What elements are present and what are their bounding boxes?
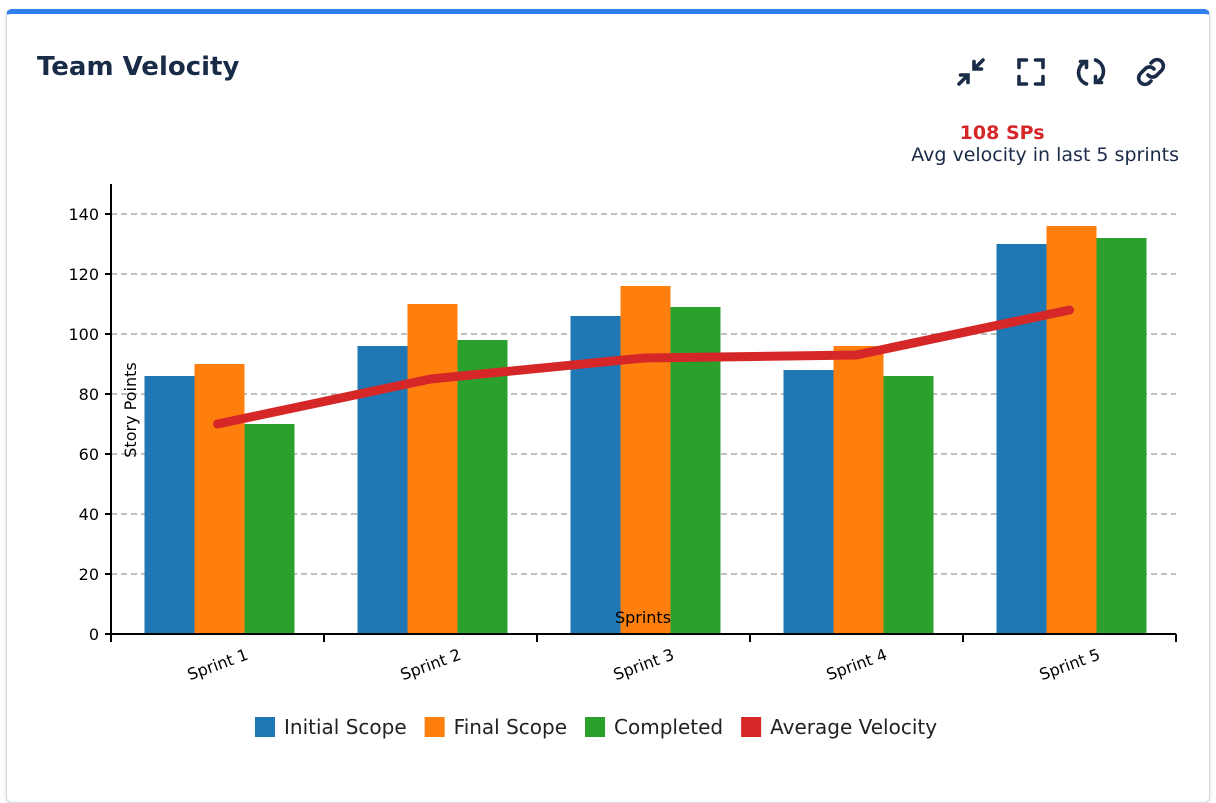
bar-final-scope [194, 364, 245, 634]
x-tick-label: Sprint 1 [185, 645, 251, 684]
y-tick-label: 20 [79, 565, 99, 584]
x-tick-label: Sprint 4 [824, 645, 890, 684]
y-tick-label: 60 [79, 445, 99, 464]
legend-swatch [255, 717, 275, 737]
bar-completed [883, 376, 934, 634]
y-tick-label: 140 [68, 205, 99, 224]
bar-completed [244, 424, 295, 634]
card-title: Team Velocity [37, 52, 240, 82]
legend-swatch [585, 717, 606, 737]
bar-final-scope [407, 304, 458, 634]
legend-label: Average Velocity [770, 715, 937, 739]
legend-swatch [424, 717, 445, 737]
bar-initial-scope [570, 316, 621, 634]
line-average-velocity [213, 305, 1074, 429]
legend-label: Initial Scope [284, 715, 407, 739]
legend-label: Completed [614, 715, 723, 739]
bar-initial-scope [996, 244, 1047, 634]
fullscreen-icon[interactable] [1013, 54, 1049, 90]
x-tick-label: Sprint 2 [398, 645, 464, 684]
y-tick-label: 100 [68, 325, 99, 344]
bar-final-scope [1046, 226, 1097, 634]
bar-completed [1096, 238, 1147, 634]
bar-final-scope [620, 286, 671, 634]
collapse-icon[interactable] [953, 54, 989, 90]
y-tick-label: 40 [79, 505, 99, 524]
y-tick-label: 80 [79, 385, 99, 404]
avg-velocity-label: Avg velocity in last 5 sprints [911, 144, 1179, 166]
x-tick-label: Sprint 5 [1037, 645, 1103, 684]
bar-completed [457, 340, 508, 634]
link-icon[interactable] [1133, 54, 1169, 90]
legend-swatch [741, 717, 762, 737]
y-axis-label: Story Points [121, 362, 140, 457]
avg-velocity-value: 108 SPs [959, 122, 1045, 144]
bar-initial-scope [783, 370, 834, 634]
avg-velocity-summary: 108 SPs Avg velocity in last 5 sprints [911, 122, 1179, 166]
x-axis-label: Sprints [615, 608, 671, 627]
bar-final-scope [833, 346, 884, 634]
x-tick-label: Sprint 3 [611, 645, 677, 684]
y-tick-label: 120 [68, 265, 99, 284]
legend-label: Final Scope [454, 715, 567, 739]
y-tick-label: 0 [89, 625, 99, 644]
bar-initial-scope [144, 376, 195, 634]
refresh-icon[interactable] [1073, 54, 1109, 90]
